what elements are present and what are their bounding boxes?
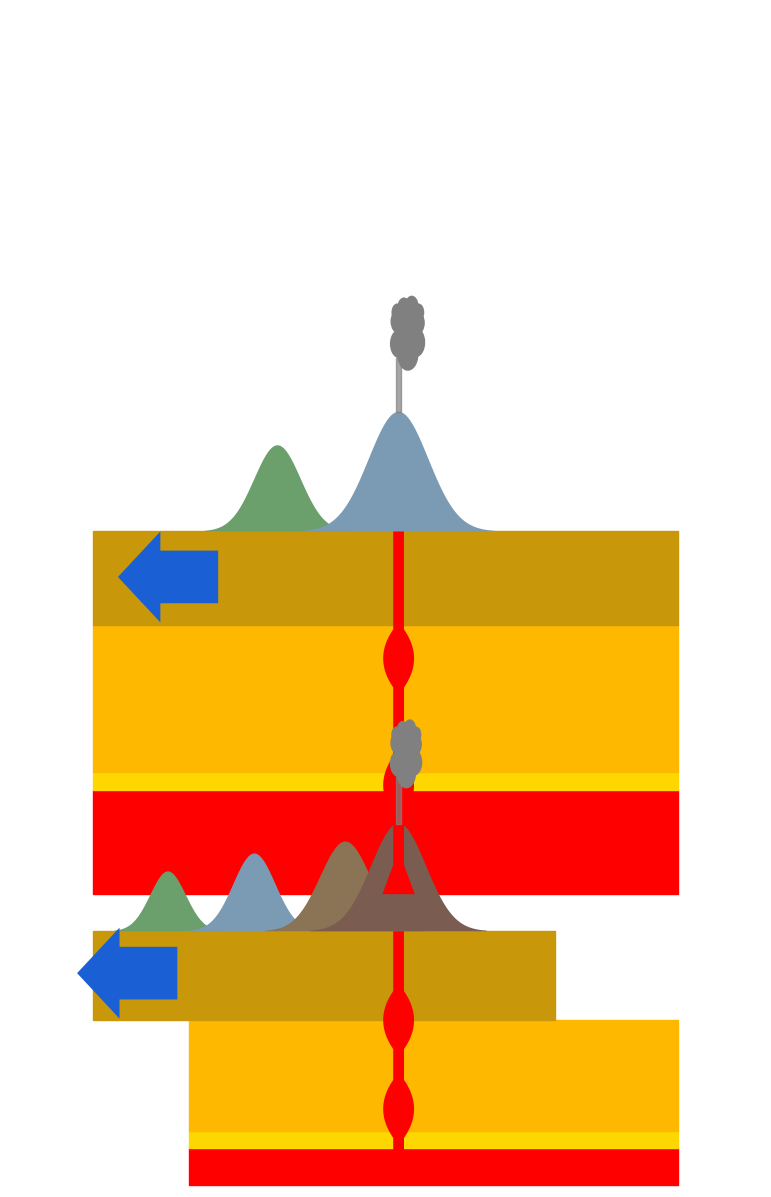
Polygon shape: [118, 531, 218, 622]
Circle shape: [390, 751, 407, 777]
Circle shape: [391, 727, 402, 743]
Circle shape: [405, 316, 423, 342]
Circle shape: [396, 316, 414, 345]
Circle shape: [411, 727, 422, 743]
Circle shape: [397, 338, 419, 371]
Polygon shape: [115, 871, 221, 931]
Polygon shape: [265, 841, 426, 931]
Polygon shape: [190, 853, 319, 931]
Circle shape: [409, 734, 422, 755]
Circle shape: [396, 739, 412, 765]
Circle shape: [396, 721, 409, 740]
Circle shape: [390, 733, 405, 754]
Circle shape: [405, 296, 419, 317]
Circle shape: [391, 310, 406, 334]
Circle shape: [401, 306, 417, 330]
Circle shape: [392, 303, 403, 321]
Polygon shape: [382, 931, 415, 1185]
Circle shape: [397, 297, 411, 318]
Circle shape: [412, 303, 424, 321]
Polygon shape: [302, 412, 495, 531]
Circle shape: [390, 329, 409, 358]
Circle shape: [404, 737, 419, 762]
Polygon shape: [77, 928, 177, 1019]
Polygon shape: [311, 824, 487, 931]
Polygon shape: [204, 445, 351, 531]
Polygon shape: [382, 531, 415, 894]
Circle shape: [406, 327, 426, 357]
Circle shape: [410, 311, 425, 334]
Circle shape: [399, 729, 415, 752]
Circle shape: [396, 758, 416, 789]
Circle shape: [405, 748, 423, 776]
Circle shape: [403, 719, 416, 739]
